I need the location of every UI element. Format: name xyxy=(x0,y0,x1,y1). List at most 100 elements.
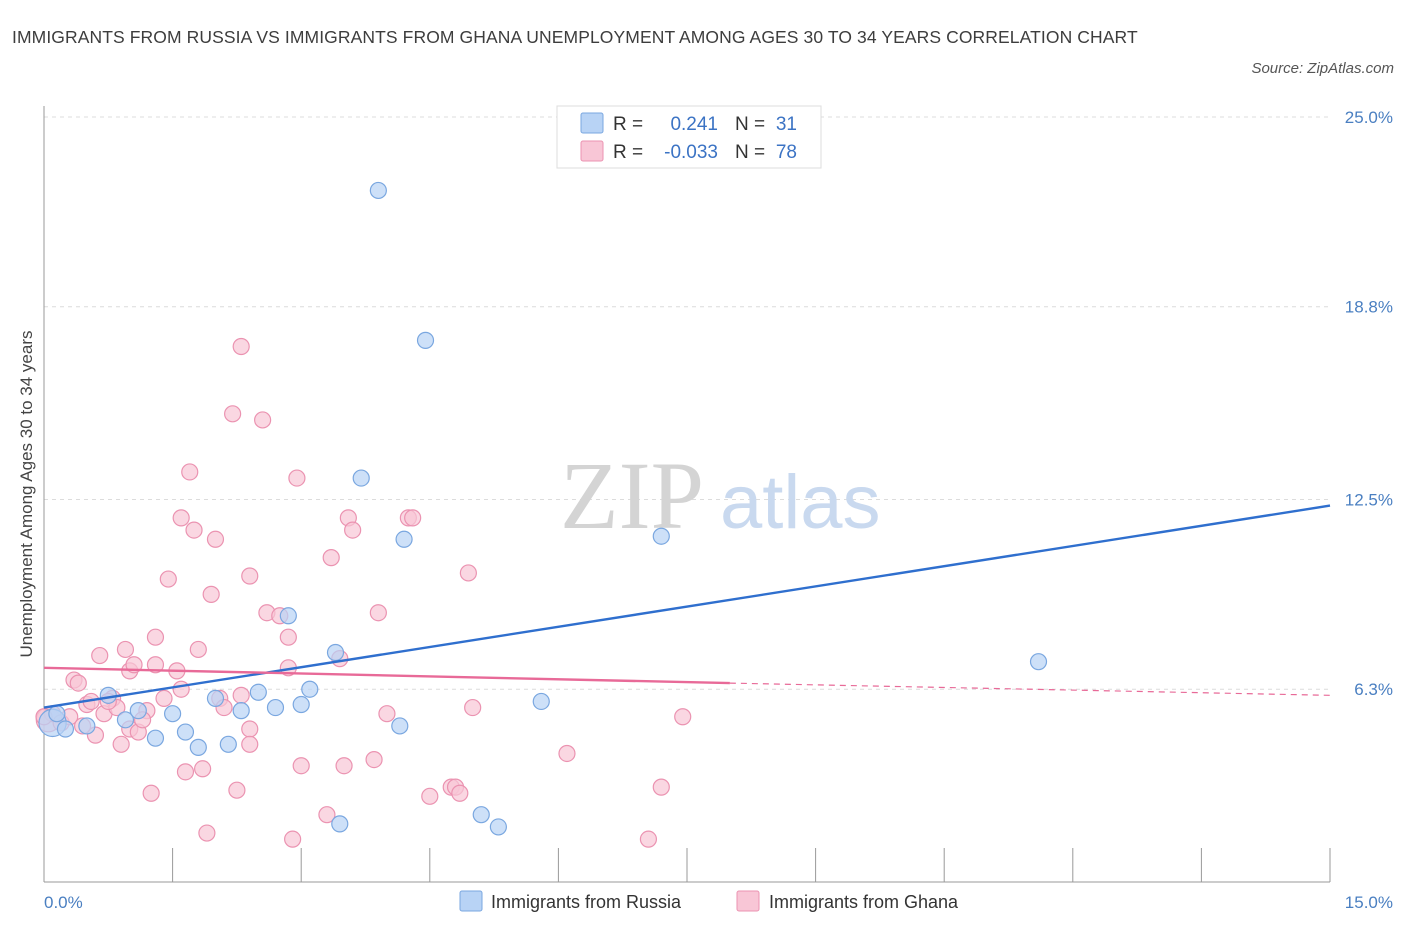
russia-point-28 xyxy=(652,527,670,545)
russia-point-1 xyxy=(56,720,75,738)
watermark-atlas: atlas xyxy=(720,460,881,545)
ghana-point-44 xyxy=(254,411,272,429)
ghana-point-35 xyxy=(206,530,225,548)
ghana-point-50 xyxy=(288,469,306,487)
russia-n-value: 31 xyxy=(776,114,797,135)
russia-point-6 xyxy=(146,729,165,747)
russia-point-22 xyxy=(391,717,409,735)
ghana-n-value: 78 xyxy=(776,142,797,163)
russia-point-29 xyxy=(1029,653,1048,671)
ghana-point-59 xyxy=(369,604,387,622)
ghana-legend-swatch xyxy=(580,140,604,162)
ghana-point-62 xyxy=(404,509,422,527)
stats-legend: R = 0.241 N = 31 R = -0.033 N = 78 xyxy=(556,105,822,169)
russia-point-25 xyxy=(472,806,490,824)
russia-point-12 xyxy=(232,702,250,720)
ghana-point-49 xyxy=(284,830,302,848)
ghana-point-29 xyxy=(181,463,199,481)
x-tick-label-1: 15.0% xyxy=(1345,893,1393,912)
russia-n-label: N = xyxy=(735,114,765,135)
y-axis-title: Unemployment Among Ages 30 to 34 years xyxy=(17,331,36,658)
ghana-point-24 xyxy=(159,570,177,588)
russia-point-18 xyxy=(326,643,345,662)
ghana-point-52 xyxy=(318,806,336,824)
ghana-point-72 xyxy=(674,708,692,726)
russia-point-8 xyxy=(176,723,195,741)
ghana-trend-line-2 xyxy=(729,682,1331,696)
ghana-point-41 xyxy=(241,720,259,738)
ghana-r-label: R = xyxy=(613,142,643,163)
ghana-points xyxy=(35,337,692,848)
ghana-point-23 xyxy=(155,689,173,708)
russia-point-21 xyxy=(369,181,387,200)
ghana-point-31 xyxy=(189,640,207,659)
y-tick-label-0: 6.3% xyxy=(1354,680,1393,699)
gridlines xyxy=(44,116,1330,690)
russia-point-16 xyxy=(292,695,310,714)
russia-point-11 xyxy=(219,735,237,753)
ghana-point-39 xyxy=(232,337,250,356)
watermark: ZIP atlas xyxy=(560,442,881,549)
y-tick-label-3: 25.0% xyxy=(1345,108,1393,127)
russia-point-7 xyxy=(164,705,182,723)
watermark-zip: ZIP xyxy=(560,442,704,549)
ghana-series-swatch xyxy=(736,890,760,912)
russia-points xyxy=(38,181,1048,836)
ghana-point-28 xyxy=(176,763,195,781)
russia-point-10 xyxy=(206,689,225,708)
russia-point-19 xyxy=(331,815,349,833)
ghana-point-34 xyxy=(202,585,220,603)
russia-point-20 xyxy=(352,469,370,487)
ghana-point-69 xyxy=(558,744,576,763)
russia-point-2 xyxy=(78,717,96,735)
ghana-point-5 xyxy=(69,674,87,692)
ghana-point-40 xyxy=(232,686,250,704)
ghana-point-55 xyxy=(335,757,353,775)
russia-trend-line-0 xyxy=(43,504,1331,709)
ghana-point-71 xyxy=(652,778,670,796)
ghana-point-30 xyxy=(185,521,203,539)
ghana-n-label: N = xyxy=(735,142,765,163)
russia-point-13 xyxy=(249,683,267,701)
russia-point-9 xyxy=(189,738,207,756)
ghana-point-63 xyxy=(421,787,439,805)
russia-point-14 xyxy=(266,698,285,717)
y-tick-label-2: 18.8% xyxy=(1345,298,1393,317)
ghana-point-43 xyxy=(241,735,259,753)
ghana-point-26 xyxy=(172,680,190,698)
russia-point-17 xyxy=(301,680,319,698)
russia-point-23 xyxy=(395,530,413,548)
ghana-point-21 xyxy=(146,628,165,646)
russia-point-15 xyxy=(279,607,297,625)
russia-point-24 xyxy=(416,331,435,349)
x-tick-labels: 0.0% 15.0% xyxy=(44,893,1393,912)
trend-lines xyxy=(43,504,1331,709)
russia-point-3 xyxy=(99,686,117,704)
ghana-trend-line-1 xyxy=(43,666,730,685)
ghana-point-27 xyxy=(172,509,190,527)
russia-point-27 xyxy=(532,692,550,711)
ghana-point-57 xyxy=(344,521,362,539)
russia-series-label: Immigrants from Russia xyxy=(491,892,682,912)
ghana-point-22 xyxy=(146,656,165,674)
russia-point-30 xyxy=(48,705,66,723)
ghana-point-70 xyxy=(639,830,658,848)
y-tick-label-1: 12.5% xyxy=(1345,491,1393,510)
ghana-point-38 xyxy=(228,781,246,799)
ghana-point-14 xyxy=(116,640,135,659)
ghana-point-33 xyxy=(198,824,216,842)
ghana-point-9 xyxy=(91,646,109,665)
ghana-point-60 xyxy=(378,705,396,723)
russia-r-value: 0.241 xyxy=(670,114,718,135)
ghana-point-42 xyxy=(241,567,259,585)
russia-point-5 xyxy=(129,702,147,720)
ghana-point-47 xyxy=(279,628,297,646)
russia-point-26 xyxy=(489,818,507,836)
ghana-r-value: -0.033 xyxy=(664,142,718,163)
ghana-series-label: Immigrants from Ghana xyxy=(769,892,959,912)
russia-r-label: R = xyxy=(613,114,643,135)
ghana-point-20 xyxy=(142,784,160,802)
x-ticks xyxy=(172,848,1331,882)
chart-title: IMMIGRANTS FROM RUSSIA VS IMMIGRANTS FRO… xyxy=(12,27,1138,47)
